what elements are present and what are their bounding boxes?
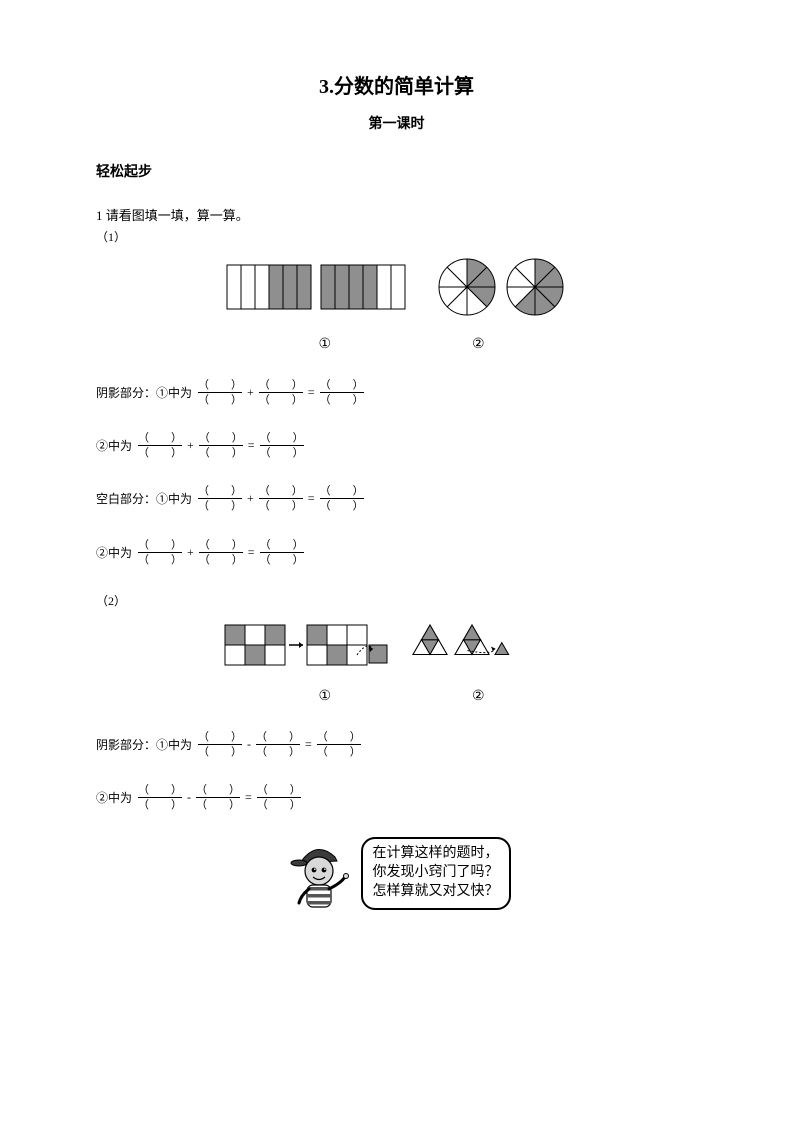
- eq-sub-shaded-1: 阴影部分：①中为 （ ）（ ） - （ ）（ ） = （ ）（ ）: [96, 731, 697, 758]
- eq-lead: 阴影部分：①中为: [96, 384, 192, 401]
- fraction-blank[interactable]: （ ）（ ）: [138, 539, 182, 566]
- subquestion-2-label: （2）: [96, 592, 697, 609]
- op-eq: =: [305, 737, 312, 752]
- op-minus: -: [187, 790, 191, 805]
- fraction-blank[interactable]: （ ）（ ）: [320, 485, 364, 512]
- subquestion-1-label: （1）: [96, 228, 697, 245]
- fraction-blank[interactable]: （ ）（ ）: [260, 432, 304, 459]
- eq-lead: 空白部分：①中为: [96, 490, 192, 507]
- fraction-blank[interactable]: （ ）（ ）: [198, 485, 242, 512]
- fraction-blank[interactable]: （ ）（ ）: [256, 731, 300, 758]
- fraction-blank[interactable]: （ ）（ ）: [259, 379, 303, 406]
- fraction-blank[interactable]: （ ）（ ）: [259, 485, 303, 512]
- fraction-blank[interactable]: （ ）（ ）: [198, 379, 242, 406]
- fraction-blank[interactable]: （ ）（ ）: [196, 784, 240, 811]
- fraction-blank[interactable]: （ ）（ ）: [257, 784, 301, 811]
- eq-shaded-1: 阴影部分：①中为 （ ）（ ） + （ ）（ ） = （ ）（ ）: [96, 379, 697, 406]
- fig2-label-2: ②: [408, 688, 548, 705]
- op-eq: =: [308, 385, 315, 400]
- page-subtitle: 第一课时: [96, 113, 697, 133]
- op-eq: =: [245, 790, 252, 805]
- speech-bubble: 在计算这样的题时， 你发现小窍门了吗？ 怎样算就又对又快？: [361, 837, 511, 910]
- op-minus: -: [247, 737, 251, 752]
- page-title: 3.分数的简单计算: [96, 70, 697, 99]
- op-plus: +: [187, 545, 194, 560]
- eq-lead: ②中为: [96, 544, 132, 561]
- fig1-label-2: ②: [408, 336, 548, 353]
- op-plus: +: [187, 438, 194, 453]
- eq-lead: 阴影部分：①中为: [96, 736, 192, 753]
- bubble-line: 你发现小窍门了吗？: [373, 864, 499, 883]
- figure-2-labels: ① ②: [96, 688, 697, 705]
- fraction-blank[interactable]: （ ）（ ）: [199, 432, 243, 459]
- advice-row: 在计算这样的题时， 你发现小窍门了吗？ 怎样算就又对又快？: [96, 837, 697, 917]
- eq-lead: ②中为: [96, 789, 132, 806]
- fraction-blank[interactable]: （ ）（ ）: [198, 731, 242, 758]
- fraction-blank[interactable]: （ ）（ ）: [138, 432, 182, 459]
- bubble-line: 怎样算就又对又快？: [373, 883, 499, 902]
- fraction-blank[interactable]: （ ）（ ）: [320, 379, 364, 406]
- question-prompt: 1 请看图填一填，算一算。: [96, 205, 697, 224]
- op-plus: +: [247, 491, 254, 506]
- op-plus: +: [247, 385, 254, 400]
- fraction-blank[interactable]: （ ）（ ）: [138, 784, 182, 811]
- eq-lead: ②中为: [96, 437, 132, 454]
- fraction-blank[interactable]: （ ）（ ）: [317, 731, 361, 758]
- eq-blank-2: ②中为 （ ）（ ） + （ ）（ ） = （ ）（ ）: [96, 539, 697, 566]
- figure-1-labels: ① ②: [96, 336, 697, 353]
- cartoon-boy-icon: [283, 837, 353, 917]
- eq-shaded-2: ②中为 （ ）（ ） + （ ）（ ） = （ ）（ ）: [96, 432, 697, 459]
- figure-row-2: [96, 617, 697, 682]
- fig1-label-1: ①: [245, 336, 405, 353]
- section-heading: 轻松起步: [96, 161, 697, 181]
- op-eq: =: [248, 438, 255, 453]
- figure-row-1: [96, 253, 697, 330]
- bubble-line: 在计算这样的题时，: [373, 845, 499, 864]
- eq-sub-shaded-2: ②中为 （ ）（ ） - （ ）（ ） = （ ）（ ）: [96, 784, 697, 811]
- eq-blank-1: 空白部分：①中为 （ ）（ ） + （ ）（ ） = （ ）（ ）: [96, 485, 697, 512]
- fraction-blank[interactable]: （ ）（ ）: [260, 539, 304, 566]
- op-eq: =: [308, 491, 315, 506]
- op-eq: =: [248, 545, 255, 560]
- fig2-label-1: ①: [245, 688, 405, 705]
- fraction-blank[interactable]: （ ）（ ）: [199, 539, 243, 566]
